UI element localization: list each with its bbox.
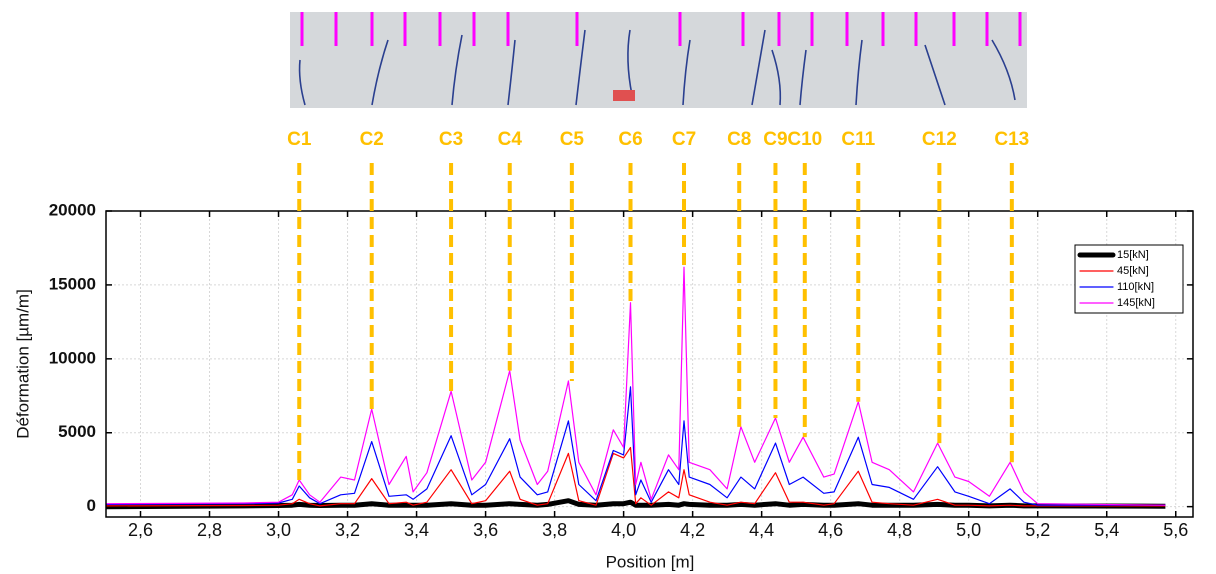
crack-label: C6 [618, 129, 642, 150]
crack-label: C10 [787, 129, 822, 150]
crack-label: C3 [439, 129, 463, 150]
x-tick-label: 4,4 [749, 520, 774, 540]
crack-label: C7 [672, 129, 696, 150]
legend-label: 110[kN] [1117, 281, 1154, 293]
x-axis-label: Position [m] [606, 552, 695, 571]
x-tick-label: 4,0 [611, 520, 636, 540]
y-tick-label: 20000 [49, 200, 96, 219]
crack-label: C13 [994, 129, 1029, 150]
crack-label: C8 [727, 129, 751, 150]
legend-label: 45[kN] [1117, 265, 1149, 277]
crack-label: C11 [841, 129, 875, 150]
y-tick-label: 10000 [49, 348, 96, 367]
x-tick-label: 3,6 [473, 520, 498, 540]
photo-sensor [613, 90, 635, 101]
x-tick-label: 2,8 [197, 520, 222, 540]
y-tick-label: 15000 [49, 274, 96, 293]
plot-frame [105, 210, 1194, 518]
crack-label: C5 [560, 129, 585, 150]
x-tick-label: 4,8 [887, 520, 912, 540]
series-line [105, 498, 1166, 510]
beam-photo [290, 12, 1027, 108]
series-line [105, 446, 1166, 507]
crack-label: C9 [763, 129, 787, 150]
crack-label: C4 [498, 129, 523, 150]
x-tick-label: 5,6 [1163, 520, 1188, 540]
y-tick-label: 0 [87, 496, 96, 515]
x-tick-label: 3,2 [335, 520, 360, 540]
photo-cracks [298, 29, 1016, 106]
y-tick-label: 5000 [58, 422, 96, 441]
x-tick-label: 2,6 [128, 520, 153, 540]
crack-label: C1 [287, 129, 312, 150]
photo-background [290, 12, 1027, 108]
x-tick-label: 3,4 [404, 520, 429, 540]
x-tick-label: 3,0 [266, 520, 291, 540]
x-tick-label: 4,6 [818, 520, 843, 540]
photo-markers [300, 12, 1022, 46]
x-tick-label: 5,0 [956, 520, 981, 540]
x-tick-label: 5,2 [1025, 520, 1050, 540]
x-tick-label: 3,8 [542, 520, 567, 540]
series-line [105, 386, 1166, 506]
crack-label: C12 [922, 129, 957, 150]
y-axis-label: Déformation [µm/m] [13, 289, 32, 439]
legend-label: 145[kN] [1117, 297, 1155, 309]
series-line [105, 266, 1166, 506]
x-tick-label: 5,4 [1094, 520, 1119, 540]
crack-label: C2 [360, 129, 384, 150]
legend-label: 15[kN] [1117, 249, 1149, 261]
x-tick-label: 4,2 [680, 520, 705, 540]
